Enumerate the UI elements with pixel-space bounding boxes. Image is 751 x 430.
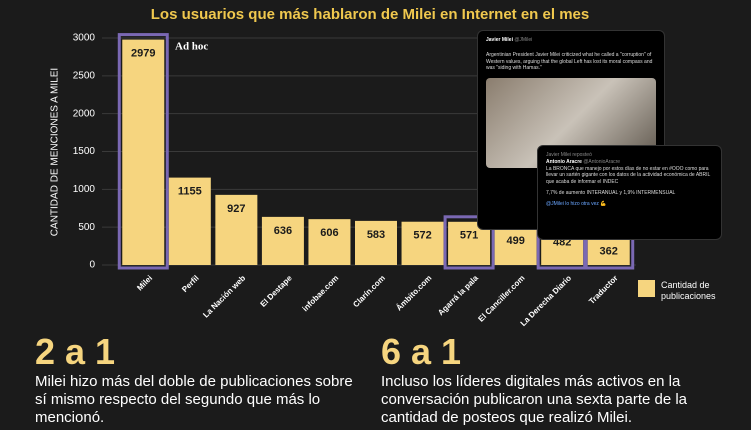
tweet: Javier Milei reposteó Antonio Aracre @An…	[537, 145, 722, 240]
bar	[587, 237, 630, 265]
value-label: 927	[227, 203, 245, 215]
value-label: 499	[506, 235, 524, 247]
tweet-handle: @JMilei	[514, 37, 533, 43]
x-tick-label: El Canciller.com	[476, 274, 526, 324]
y-tick-label: 2500	[73, 70, 96, 81]
y-tick-label: 500	[78, 222, 95, 233]
stat-headline: 6 a 1	[381, 331, 462, 372]
legend-label: Cantidad de publicaciones	[661, 280, 716, 301]
tweet-name: Antonio Aracre	[546, 158, 582, 165]
y-tick-label: 1500	[73, 146, 96, 157]
x-tick-label: Perfil	[180, 274, 201, 295]
x-tick-label: infobae.com	[301, 274, 341, 314]
value-label: 2979	[131, 47, 155, 59]
watermark: Ad hoc	[175, 41, 208, 53]
bar	[494, 227, 537, 265]
x-tick-label: Agarrá la pala	[436, 273, 480, 317]
x-tick-label: El Destape	[259, 273, 295, 309]
chart-title: Los usuarios que más hablaron de Milei e…	[151, 6, 589, 23]
value-label: 1155	[178, 186, 202, 198]
bar	[122, 39, 165, 265]
value-label: 571	[460, 230, 478, 242]
stat-text: Incluso los líderes digitales más activo…	[381, 373, 688, 426]
legend: Cantidad de publicaciones	[638, 280, 733, 302]
bar	[355, 220, 397, 265]
bar	[401, 221, 444, 265]
y-tick-label: 0	[89, 260, 95, 271]
highlight-box	[117, 33, 169, 270]
y-tick-label: 2000	[73, 108, 96, 119]
tweet-text: 7,7% de aumento INTERANUAL y 1,9% INTERM…	[546, 189, 676, 196]
bar	[261, 216, 304, 265]
chart: Los usuarios que más hablaron de Milei e…	[50, 6, 636, 328]
stat: 6 a 1 Incluso los líderes digitales más …	[381, 333, 741, 427]
tweet-text: La BRONCA que manejo por estos días de n…	[546, 165, 711, 186]
tweet-text: @JMilei lo hizo otra vez 💪	[546, 200, 607, 207]
value-label: 606	[320, 227, 338, 239]
value-label: 572	[413, 230, 431, 242]
value-label: 636	[274, 225, 292, 237]
legend-swatch	[638, 280, 655, 297]
tweet-handle: @AntonioAracre	[583, 158, 621, 165]
y-axis-label: CANTIDAD DE MENCIONES A MILEI	[50, 68, 61, 236]
y-tick-label: 3000	[73, 33, 96, 44]
tweet-name: Javier Milei	[486, 37, 513, 43]
bar	[215, 194, 258, 265]
x-tick-label: Ámbito.com	[394, 274, 433, 313]
y-tick-label: 1000	[73, 184, 96, 195]
value-label: 583	[367, 229, 385, 241]
tweet-text: Argentinian President Javier Milei criti…	[486, 51, 653, 72]
x-tick-label: Clarín.com	[351, 274, 387, 310]
tweet-repost: Javier Milei reposteó	[546, 152, 592, 158]
bar	[308, 219, 351, 265]
x-tick-label: Traductor	[587, 274, 619, 306]
value-label: 362	[600, 246, 618, 258]
stat-text: Milei hizo más del doble de publicacione…	[35, 373, 353, 426]
stat: 2 a 1 Milei hizo más del doble de public…	[35, 333, 365, 427]
bar	[168, 177, 211, 265]
x-tick-label: Milei	[135, 274, 154, 293]
highlight-box	[443, 215, 495, 270]
x-tick-label: La Nación web	[201, 273, 247, 319]
x-tick-label: La Derecha Diario	[519, 273, 574, 328]
stat-headline: 2 a 1	[35, 331, 116, 372]
